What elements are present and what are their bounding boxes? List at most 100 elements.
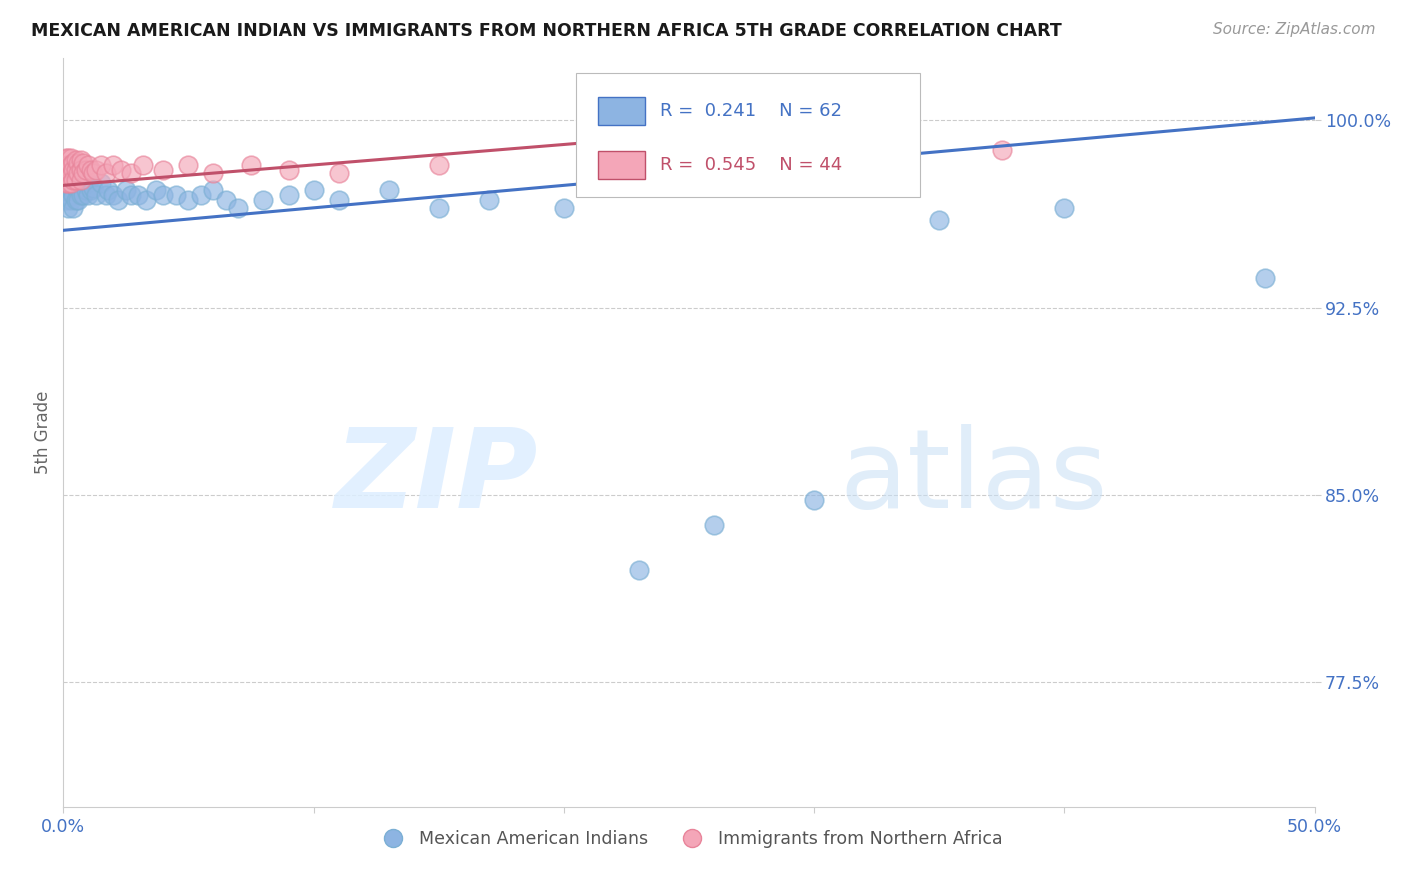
Point xyxy=(228,201,250,215)
Point xyxy=(80,183,103,197)
Point xyxy=(58,151,80,165)
Point xyxy=(65,173,87,187)
Point xyxy=(177,158,200,172)
Text: ZIP: ZIP xyxy=(335,424,538,531)
Point xyxy=(58,176,80,190)
Point xyxy=(72,188,94,202)
Point xyxy=(55,169,77,183)
Point xyxy=(82,181,104,195)
Point xyxy=(110,163,132,178)
Point xyxy=(627,563,650,577)
Point xyxy=(252,194,274,208)
Point xyxy=(190,188,212,202)
Point xyxy=(165,188,187,202)
Point xyxy=(302,183,325,197)
Point xyxy=(202,183,225,197)
Point xyxy=(135,194,157,208)
Point xyxy=(328,194,350,208)
Point xyxy=(84,163,107,178)
Text: MEXICAN AMERICAN INDIAN VS IMMIGRANTS FROM NORTHERN AFRICA 5TH GRADE CORRELATION: MEXICAN AMERICAN INDIAN VS IMMIGRANTS FR… xyxy=(31,22,1062,40)
Point xyxy=(277,188,299,202)
Point xyxy=(67,181,90,195)
Point xyxy=(239,158,263,172)
Point xyxy=(58,188,80,202)
Point xyxy=(478,194,501,208)
Point xyxy=(72,176,94,190)
Point xyxy=(59,181,82,195)
Point xyxy=(62,163,84,178)
Point xyxy=(62,188,84,202)
Text: Source: ZipAtlas.com: Source: ZipAtlas.com xyxy=(1212,22,1375,37)
Point xyxy=(59,169,82,183)
Point xyxy=(65,153,87,168)
Point xyxy=(328,166,350,180)
Point xyxy=(59,170,82,185)
Point xyxy=(1053,201,1076,215)
Point xyxy=(132,158,155,172)
Point xyxy=(77,158,100,172)
Point xyxy=(152,163,174,178)
Point xyxy=(103,188,125,202)
Point xyxy=(427,201,450,215)
Point xyxy=(62,176,84,190)
Point xyxy=(58,201,80,215)
Point xyxy=(62,173,84,187)
Point xyxy=(82,166,104,180)
Point xyxy=(928,213,950,227)
Point xyxy=(991,144,1014,158)
Point xyxy=(107,194,129,208)
Point xyxy=(145,183,167,197)
Point xyxy=(94,188,117,202)
Point xyxy=(1253,270,1275,285)
Legend: Mexican American Indians, Immigrants from Northern Africa: Mexican American Indians, Immigrants fro… xyxy=(368,823,1010,855)
Point xyxy=(55,158,77,172)
Point xyxy=(427,158,450,172)
Point xyxy=(90,176,112,190)
Point xyxy=(55,169,77,183)
Bar xyxy=(598,151,645,179)
Point xyxy=(120,166,142,180)
Point xyxy=(67,156,90,170)
Point xyxy=(215,194,238,208)
Point xyxy=(69,153,91,168)
Point xyxy=(58,176,80,190)
Text: atlas: atlas xyxy=(839,424,1108,531)
Point xyxy=(67,169,90,183)
Point xyxy=(127,188,149,202)
Point xyxy=(202,166,225,180)
Point xyxy=(115,183,138,197)
Point xyxy=(65,194,87,208)
Text: R =  0.545    N = 44: R = 0.545 N = 44 xyxy=(661,156,842,174)
Text: R =  0.241    N = 62: R = 0.241 N = 62 xyxy=(661,103,842,120)
Bar xyxy=(598,97,645,126)
Point xyxy=(58,169,80,183)
Point xyxy=(803,493,825,508)
Point xyxy=(69,188,91,202)
Point xyxy=(62,156,84,170)
Point xyxy=(55,151,77,165)
Point xyxy=(84,188,107,202)
Point xyxy=(69,176,91,190)
Point xyxy=(94,166,117,180)
Point xyxy=(72,156,94,170)
Point xyxy=(62,163,84,178)
Point xyxy=(65,163,87,178)
Y-axis label: 5th Grade: 5th Grade xyxy=(34,391,52,475)
Point xyxy=(55,183,77,197)
Point xyxy=(59,158,82,172)
Point xyxy=(67,194,90,208)
Point xyxy=(58,158,80,172)
Point xyxy=(67,166,90,180)
Point xyxy=(59,158,82,172)
Point xyxy=(59,194,82,208)
Point xyxy=(177,194,200,208)
FancyBboxPatch shape xyxy=(576,73,921,196)
Point xyxy=(77,176,100,190)
Point xyxy=(58,163,80,178)
Point xyxy=(77,188,100,202)
Point xyxy=(65,169,87,183)
Point xyxy=(55,194,77,208)
Point xyxy=(90,158,112,172)
Point xyxy=(75,163,97,178)
Point xyxy=(62,201,84,215)
